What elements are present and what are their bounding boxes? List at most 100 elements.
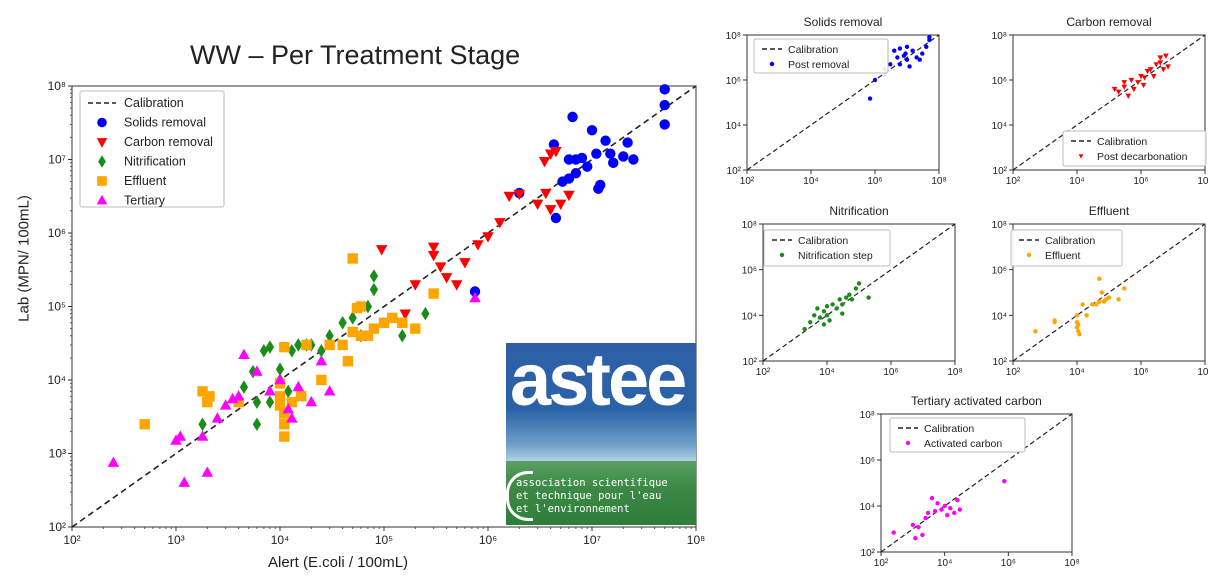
tertiary-data-point [952,510,957,516]
tertiary-data-point [955,497,960,503]
solids-data-point [867,96,873,101]
main-data-point [315,354,328,366]
tertiary-data-point [920,532,925,538]
main-data-point [239,380,249,394]
effluent-calibration-line [1012,223,1206,362]
main-data-point [211,412,224,423]
main-data-point [469,291,481,303]
logo-wordmark: astee [510,343,687,421]
main-xtick-label: 10⁵ [375,533,393,547]
nitrification-data-point [815,306,820,311]
tertiary-data-point [925,510,931,516]
nitrification-legend-label-1: Nitrification step [798,250,873,262]
solids-ytick-label: 10⁸ [726,31,741,42]
main-data-point [232,390,245,401]
nitrification-xtick-label: 10⁶ [883,367,898,378]
main-legend-swatch-3 [98,155,106,168]
main-data-point [355,301,367,312]
main-data-point [202,396,213,408]
effluent-data-point [1090,302,1095,307]
nitrification-data-point [856,281,862,286]
main-data-point [201,466,214,477]
main-legend-swatch-4 [97,176,107,186]
nitrification-title: Nitrification [829,204,888,218]
solids-data-point [897,46,903,51]
nitrification-data-point [849,297,855,302]
carbon-data-point [1157,60,1164,66]
nitrification-ytick-label: 10⁴ [742,311,757,322]
solids-legend-box [753,38,889,74]
main-data-point [368,323,380,334]
main-data-point [482,232,494,243]
main-xtick-label: 10⁴ [271,533,290,547]
solids-ytick-label: 10⁶ [726,76,741,87]
main-data-point [472,240,484,251]
main-data-point [605,148,616,159]
tertiary-data-point [929,495,935,501]
main-xtick-label: 10⁷ [583,533,601,547]
main-data-point [363,299,373,314]
nitrification-data-point [837,297,842,302]
main-data-point [251,365,263,376]
nitrification-series-1 [802,281,871,332]
nitrification-data-point [824,304,830,309]
carbon-legend-swatch-1 [1078,154,1084,159]
carbon-calibration-line [1012,34,1206,171]
carbon-data-point [1121,84,1128,90]
main-data-point [563,173,575,184]
solids-legend-label-1: Post removal [788,59,849,71]
effluent-data-point [1116,297,1121,302]
main-xtick-label: 10³ [167,533,184,547]
tertiary-data-point [923,515,928,521]
nitrification-data-point [802,326,807,332]
logo-tagline-line-2: et technique pour l'eau [516,490,662,502]
nitrification-ytick-label: 10⁸ [742,220,757,231]
main-ytick-label: 10⁶ [48,226,66,240]
tertiary-data-point [891,530,896,535]
carbon-data-point [1153,62,1160,68]
effluent-legend-swatch-1 [1026,252,1032,258]
main-series-5 [107,291,481,487]
main-data-point [540,188,552,200]
tertiary-calibration-line [880,413,1073,553]
main-data-point [600,135,611,146]
main-data-point [274,373,286,385]
effluent-data-point [1097,276,1102,281]
solids-xtick-label: 10⁸ [931,176,946,187]
main-data-point [659,99,670,111]
carbon-ytick-label: 10⁸ [992,31,1007,42]
nitrification-data-point [844,295,849,300]
main-data-point [397,317,408,329]
solids-data-point [904,57,910,62]
main-data-point [608,157,619,169]
main-data-point [204,391,215,402]
solids-data-point [895,55,900,60]
effluent-data-point [1084,313,1089,318]
carbon-data-point [1144,68,1151,75]
main-data-point [286,412,298,423]
solids-legend-calibration-label: Calibration [788,44,838,56]
carbon-xtick-label: 10⁴ [1069,176,1084,187]
solids-xtick-label: 10² [740,176,755,187]
main-data-point [139,419,150,430]
main-data-point [338,316,347,330]
main-data-point [563,154,575,165]
main-data-point [178,476,190,487]
main-data-point [287,343,297,358]
solids-title: Solids removal [804,15,883,29]
effluent-xtick-label: 10⁴ [1069,367,1084,378]
main-data-point [503,191,515,203]
solids-ytick-label: 10⁴ [726,121,741,132]
solids-legend: Calibration Post removal [753,38,889,74]
tertiary-legend: Calibration Activated carbon [889,417,1026,453]
main-data-point [294,338,303,352]
main-data-point [226,392,239,404]
effluent-data-point [1033,329,1038,334]
main-data-point [355,330,367,341]
main-legend-swatch-5 [96,194,108,205]
main-legend-swatch-1 [97,117,107,128]
main-data-point [252,417,262,432]
main-data-point [219,399,232,410]
tertiary-data-point [1002,478,1007,484]
carbon-data-point [1121,80,1128,86]
